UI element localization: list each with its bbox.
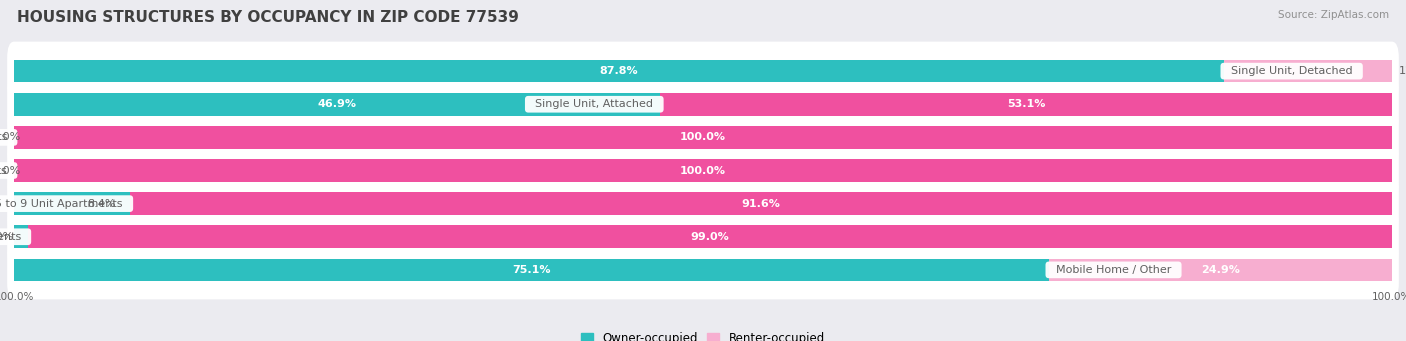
FancyBboxPatch shape xyxy=(7,75,1399,134)
Bar xyxy=(28,225,1392,248)
FancyBboxPatch shape xyxy=(7,207,1399,266)
Text: 100.0%: 100.0% xyxy=(681,132,725,143)
Text: 12.2%: 12.2% xyxy=(1399,66,1406,76)
Bar xyxy=(14,192,129,215)
Text: 99.0%: 99.0% xyxy=(690,232,730,242)
Text: Source: ZipAtlas.com: Source: ZipAtlas.com xyxy=(1278,10,1389,20)
Text: 91.6%: 91.6% xyxy=(741,198,780,209)
Bar xyxy=(1223,60,1392,83)
Text: 3 or 4 Unit Apartments: 3 or 4 Unit Apartments xyxy=(0,165,14,176)
Text: Mobile Home / Other: Mobile Home / Other xyxy=(1049,265,1178,275)
Text: 2 Unit Apartments: 2 Unit Apartments xyxy=(0,132,14,143)
Bar xyxy=(14,159,1392,182)
FancyBboxPatch shape xyxy=(7,108,1399,167)
Text: 75.1%: 75.1% xyxy=(512,265,551,275)
Text: 5 to 9 Unit Apartments: 5 to 9 Unit Apartments xyxy=(0,198,129,209)
FancyBboxPatch shape xyxy=(7,42,1399,101)
Text: 10 or more Apartments: 10 or more Apartments xyxy=(0,232,28,242)
Bar xyxy=(14,60,1223,83)
FancyBboxPatch shape xyxy=(7,174,1399,233)
FancyBboxPatch shape xyxy=(7,141,1399,200)
Bar xyxy=(129,192,1392,215)
Text: 87.8%: 87.8% xyxy=(599,66,638,76)
Text: 0.0%: 0.0% xyxy=(0,165,21,176)
Bar xyxy=(661,93,1392,116)
Text: 1.0%: 1.0% xyxy=(0,232,14,242)
Bar xyxy=(14,225,28,248)
Text: 46.9%: 46.9% xyxy=(318,99,357,109)
Text: Single Unit, Attached: Single Unit, Attached xyxy=(529,99,661,109)
Text: HOUSING STRUCTURES BY OCCUPANCY IN ZIP CODE 77539: HOUSING STRUCTURES BY OCCUPANCY IN ZIP C… xyxy=(17,10,519,25)
Text: 100.0%: 100.0% xyxy=(681,165,725,176)
Text: 53.1%: 53.1% xyxy=(1007,99,1045,109)
Bar xyxy=(1049,258,1392,281)
Text: Single Unit, Detached: Single Unit, Detached xyxy=(1223,66,1360,76)
Bar xyxy=(14,258,1049,281)
Legend: Owner-occupied, Renter-occupied: Owner-occupied, Renter-occupied xyxy=(581,332,825,341)
Text: 8.4%: 8.4% xyxy=(87,198,117,209)
Text: 24.9%: 24.9% xyxy=(1201,265,1240,275)
Bar xyxy=(14,126,1392,149)
Bar xyxy=(14,93,661,116)
FancyBboxPatch shape xyxy=(7,240,1399,299)
Text: 0.0%: 0.0% xyxy=(0,132,21,143)
